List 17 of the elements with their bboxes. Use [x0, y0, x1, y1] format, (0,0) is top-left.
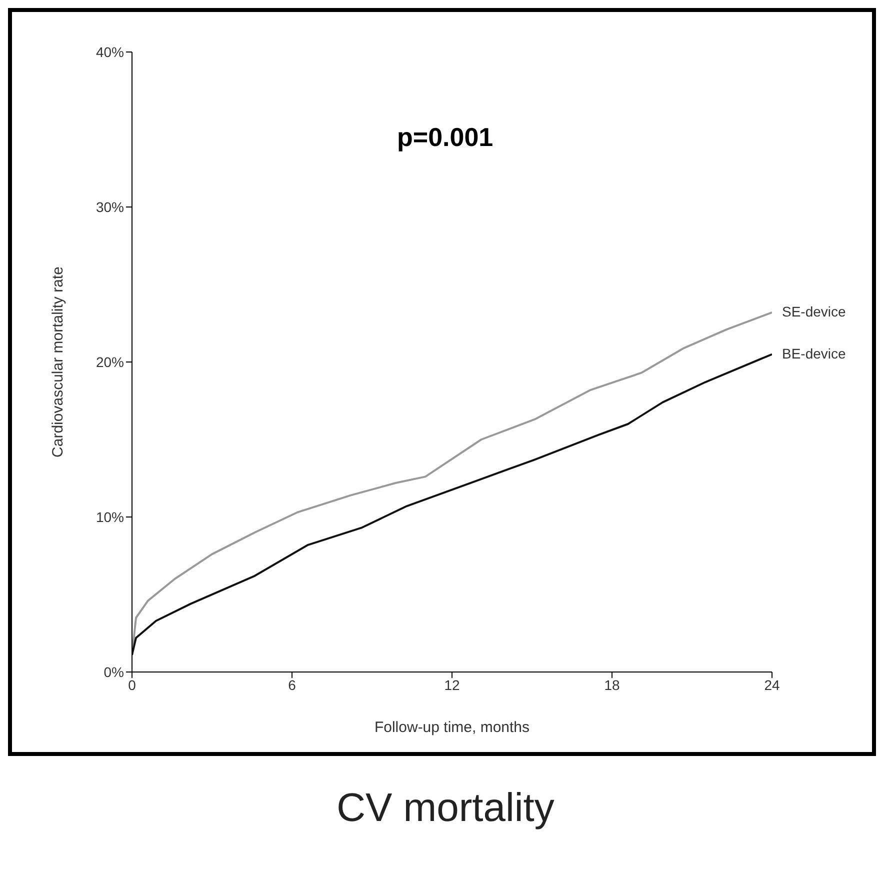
annotation: p=0.001: [397, 122, 494, 153]
text: CV mortality: [336, 786, 556, 831]
series-label: SE-device: [782, 303, 846, 320]
x-tick-label: 12: [444, 676, 460, 693]
x-axis-title: Follow-up time, months: [374, 719, 530, 736]
series-label: BE-device: [782, 345, 846, 362]
x-tick-label: 24: [764, 676, 780, 693]
x-tick-label: 6: [288, 676, 296, 693]
x-tick-label: 0: [128, 676, 136, 693]
y-tick-label: 20%: [96, 354, 124, 370]
x-tick-label: 18: [604, 676, 620, 693]
y-tick-label: 0%: [104, 664, 124, 680]
y-tick-label: 10%: [96, 508, 124, 525]
y-tick-label: 30%: [96, 198, 124, 215]
y-axis-title: Cardiovascular mortality rate: [49, 266, 66, 458]
frame: 0 6 12 18 24 Follow-up time, months 0% 10% 20% 30% 40% Cardiovascular mortality rate SE-device BE-device p=0.001: [8, 8, 876, 756]
y-tick-label: 40%: [96, 44, 124, 60]
